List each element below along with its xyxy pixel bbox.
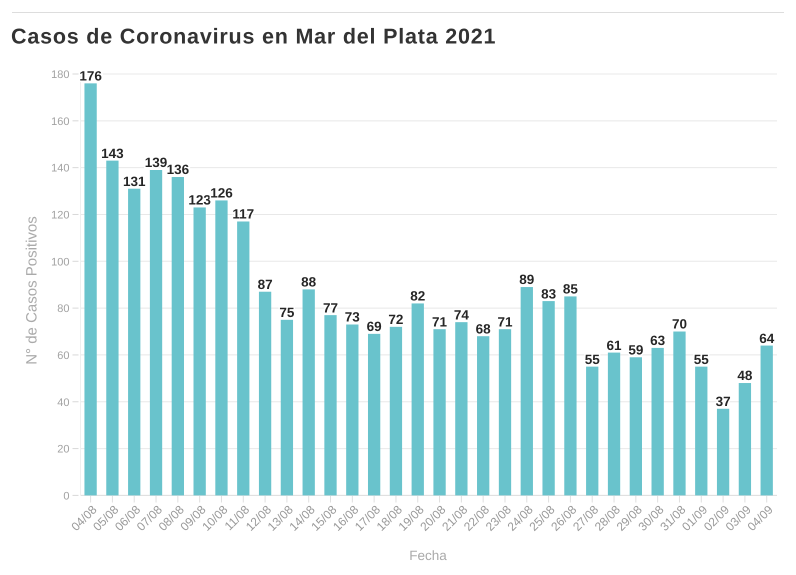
svg-text:71: 71 <box>497 314 513 329</box>
svg-text:82: 82 <box>410 289 425 304</box>
svg-text:126: 126 <box>210 186 233 201</box>
svg-text:59: 59 <box>628 342 643 357</box>
svg-text:40: 40 <box>57 397 69 409</box>
svg-text:60: 60 <box>57 350 69 362</box>
svg-text:Casos de Coronavirus en Mar de: Casos de Coronavirus en Mar del Plata 20… <box>11 25 496 49</box>
svg-text:87: 87 <box>258 277 273 292</box>
svg-text:160: 160 <box>51 116 69 128</box>
svg-text:71: 71 <box>432 314 448 329</box>
svg-text:48: 48 <box>737 368 753 383</box>
svg-text:139: 139 <box>145 155 168 170</box>
svg-text:55: 55 <box>694 352 710 367</box>
svg-text:77: 77 <box>323 300 338 315</box>
svg-text:100: 100 <box>51 256 69 268</box>
svg-text:55: 55 <box>585 352 601 367</box>
svg-text:89: 89 <box>519 272 534 287</box>
svg-text:63: 63 <box>650 333 666 348</box>
svg-text:80: 80 <box>57 303 69 315</box>
svg-text:N° de Casos Positivos: N° de Casos Positivos <box>23 216 40 365</box>
svg-text:72: 72 <box>388 312 403 327</box>
svg-text:61: 61 <box>607 338 623 353</box>
svg-text:140: 140 <box>51 163 69 175</box>
svg-text:73: 73 <box>345 310 361 325</box>
svg-text:74: 74 <box>454 307 470 322</box>
svg-text:117: 117 <box>232 207 254 222</box>
svg-text:20: 20 <box>57 444 69 456</box>
svg-text:68: 68 <box>476 321 492 336</box>
svg-text:37: 37 <box>716 394 731 409</box>
svg-text:83: 83 <box>541 286 557 301</box>
svg-text:180: 180 <box>51 69 69 81</box>
svg-text:88: 88 <box>301 275 317 290</box>
svg-text:120: 120 <box>51 209 69 221</box>
svg-text:0: 0 <box>63 490 69 502</box>
svg-text:75: 75 <box>279 305 295 320</box>
svg-text:143: 143 <box>101 146 124 161</box>
svg-text:Fecha: Fecha <box>409 548 447 563</box>
svg-text:136: 136 <box>167 162 190 177</box>
svg-text:69: 69 <box>367 319 382 334</box>
svg-text:64: 64 <box>759 331 775 346</box>
svg-text:70: 70 <box>672 317 687 332</box>
svg-text:85: 85 <box>563 282 579 297</box>
svg-text:131: 131 <box>123 174 146 189</box>
svg-text:123: 123 <box>188 193 211 208</box>
svg-text:176: 176 <box>79 69 102 84</box>
